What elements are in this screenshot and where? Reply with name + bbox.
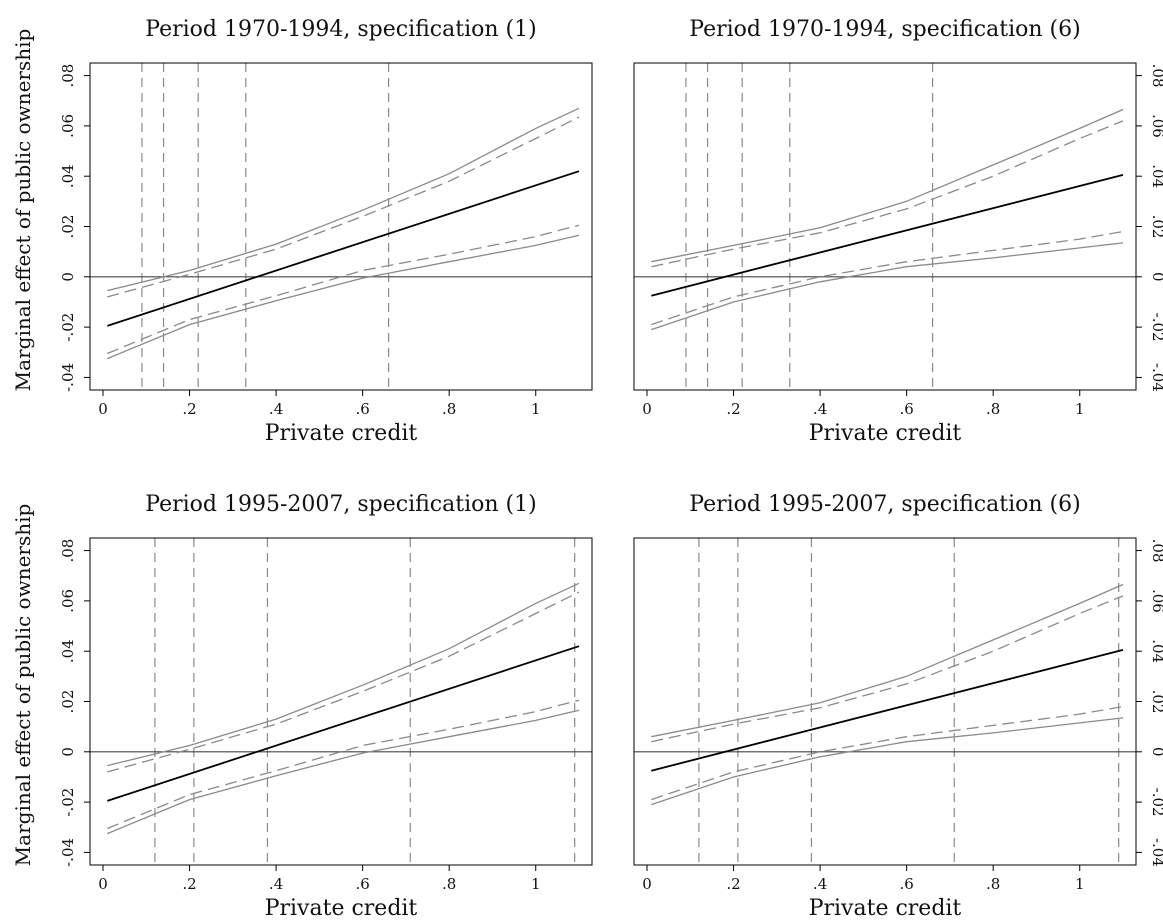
y-tick-label: .02 [59,215,77,239]
panel-3: Period 1995-2007, specification (1) 0 .2 .4… [59,492,593,920]
x-tick-label: .8 [442,400,456,418]
series-ci95-lower [651,717,1124,806]
x-tick-label: .6 [899,400,913,418]
series-estimate [107,645,580,802]
x-tick-label: .4 [813,875,827,893]
y-tick-label: -.04 [1149,838,1163,867]
y-tick-label: .04 [1149,164,1163,188]
y-tick-label: .04 [1149,639,1163,663]
series-ci95-lower [107,234,580,360]
y-tick-label: .08 [1149,539,1163,563]
panel-title: Period 1970-1994, specification (6) [689,17,1080,42]
x-tick-label: .2 [182,400,196,418]
series-estimate [651,649,1124,772]
series-ci95-upper [651,108,1124,263]
y-tick-label: -.04 [1149,363,1163,392]
plot-frame [633,537,1137,866]
x-axis-label: Private credit [265,896,418,920]
series-ci95-lower [107,709,580,835]
series-ci90-upper [651,120,1124,268]
series-ci90-upper [107,591,580,773]
x-tick-label: 0 [642,875,652,893]
panel-2: Period 1970-1994, specification (6) 0 .2 .4… [633,17,1163,446]
x-axis-label: Private credit [809,421,962,446]
x-tick-label: .6 [355,875,369,893]
x-tick-label: .4 [269,400,283,418]
x-tick-label: .6 [355,400,369,418]
y-tick-label: -.02 [1149,788,1163,817]
series-ci90-lower [651,705,1124,801]
panel-title: Period 1995-2007, specification (1) [145,492,536,517]
series-ci95-upper [107,107,580,292]
y-tick-label: .06 [59,589,77,613]
x-tick-label: .8 [986,875,1000,893]
y-tick-label: .08 [59,539,77,563]
y-tick-label: .02 [1149,215,1163,239]
y-tick-label: .04 [59,164,77,188]
series-ci90-upper [651,595,1124,743]
panel-1: Period 1970-1994, specification (1) 0 .2 .4… [59,17,593,446]
panel-title: Period 1970-1994, specification (1) [145,17,536,42]
x-axis-label: Private credit [265,421,418,446]
y-tick-label: .08 [1149,64,1163,88]
x-axis-label: Private credit [809,896,962,920]
x-tick-label: .2 [726,875,740,893]
x-tick-label: .2 [182,875,196,893]
y-tick-label: -.04 [59,838,77,867]
y-tick-label: .06 [59,114,77,138]
series-ci90-lower [107,699,580,830]
x-tick-label: 1 [531,400,541,418]
y-tick-label: -.02 [1149,313,1163,342]
x-tick-label: 1 [1075,875,1085,893]
series-estimate [107,170,580,327]
y-tick-label: .04 [59,639,77,663]
y-tick-label: -.02 [59,788,77,817]
series-ci95-upper [651,583,1124,738]
series-ci90-lower [107,224,580,355]
series-ci90-upper [107,116,580,298]
y-tick-label: -.02 [59,313,77,342]
x-tick-label: .2 [726,400,740,418]
x-tick-label: 0 [642,400,652,418]
y-tick-label: -.04 [59,363,77,392]
x-tick-label: .4 [269,875,283,893]
x-tick-label: 0 [98,875,108,893]
y-tick-label: .06 [1149,589,1163,613]
x-tick-label: .4 [813,400,827,418]
series-ci95-upper [107,582,580,767]
y-tick-label: .02 [59,690,77,714]
x-tick-label: .6 [899,875,913,893]
y-tick-label: 0 [1149,272,1163,282]
x-tick-label: .8 [442,875,456,893]
y-tick-label: .06 [1149,114,1163,138]
panel-4: Period 1995-2007, specification (6) 0 .2 .4… [633,492,1163,920]
series-ci95-lower [651,242,1124,331]
panel-title: Period 1995-2007, specification (6) [689,492,1080,517]
series-ci90-lower [651,230,1124,326]
y-tick-label: 0 [59,272,77,282]
y-tick-label: .02 [1149,690,1163,714]
series-estimate [651,174,1124,297]
plot-frame [89,537,593,866]
y-axis-label-bottom: Marginal effect of public ownership [11,504,35,867]
y-tick-label: .08 [59,64,77,88]
panels: Period 1970-1994, specification (1) 0 .2 .4… [59,17,1163,920]
y-tick-label: 0 [59,747,77,757]
y-axis-label-top: Marginal effect of public ownership [11,29,35,392]
plot-frame [89,62,593,391]
y-tick-label: 0 [1149,747,1163,757]
plot-frame [633,62,1137,391]
x-tick-label: 0 [98,400,108,418]
x-tick-label: .8 [986,400,1000,418]
x-tick-label: 1 [531,875,541,893]
x-tick-label: 1 [1075,400,1085,418]
